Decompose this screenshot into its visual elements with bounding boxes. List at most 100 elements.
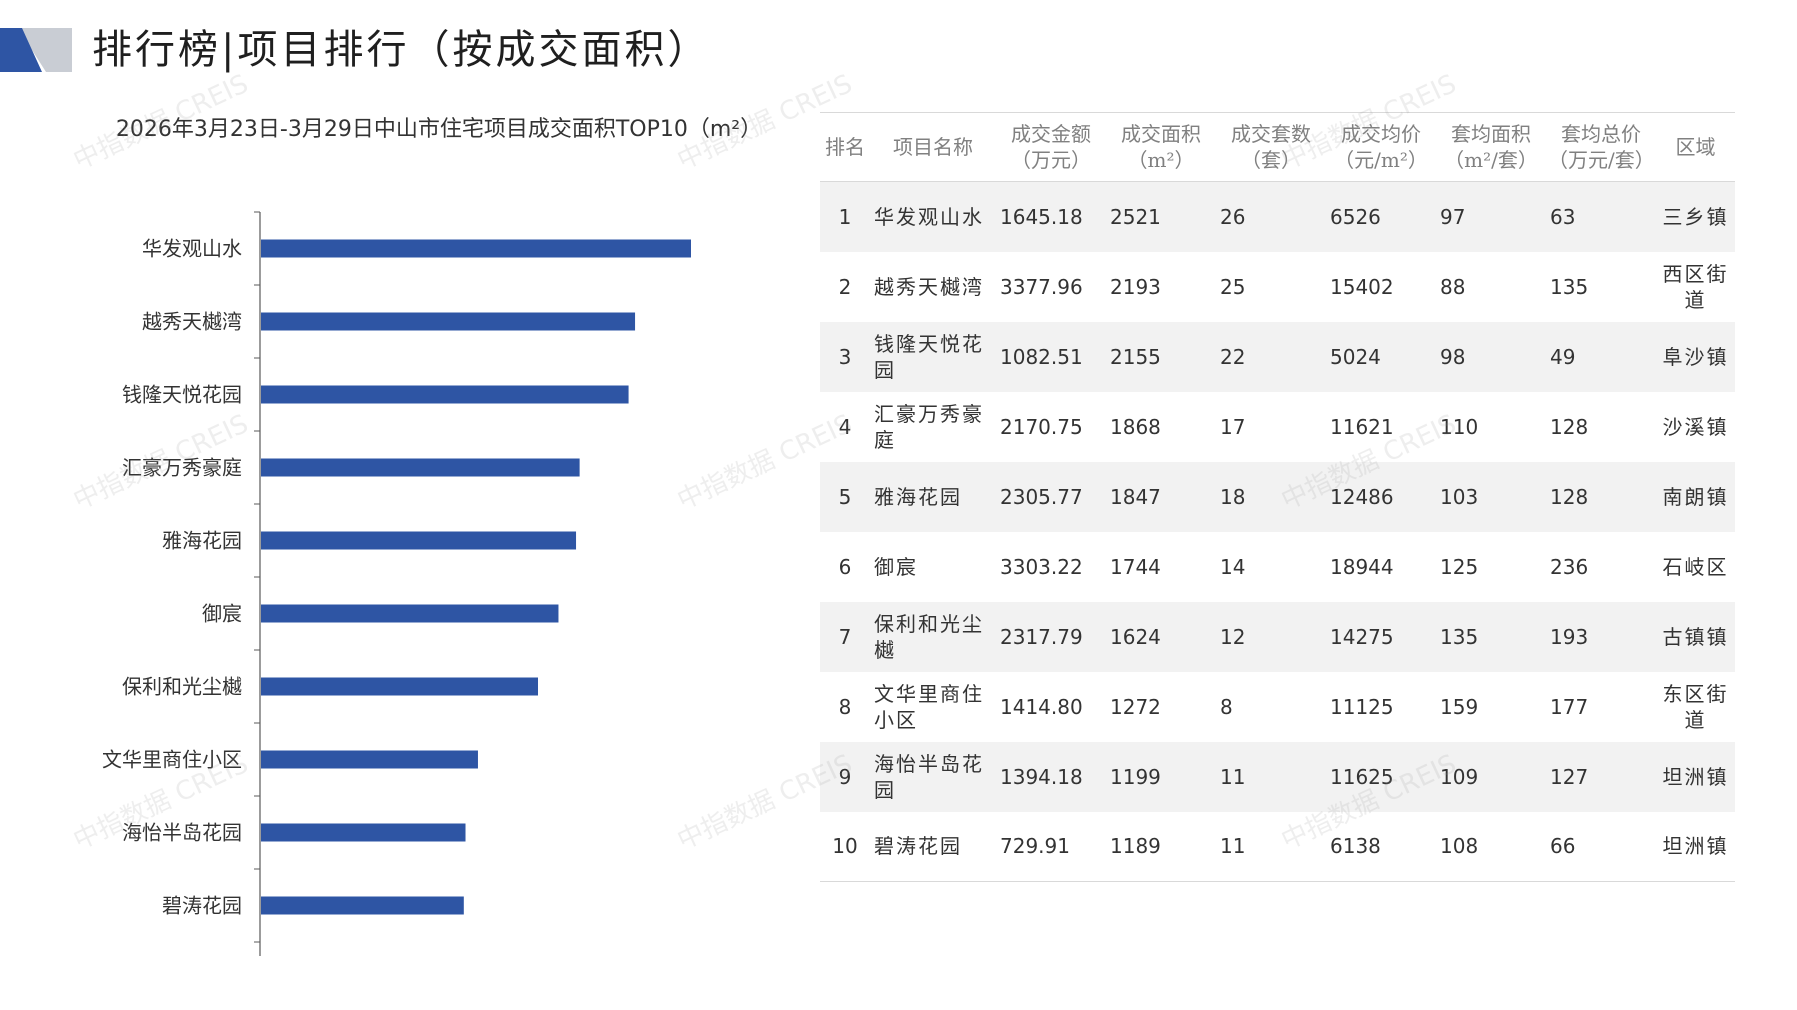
category-label: 钱隆天悦花园 xyxy=(122,383,242,407)
table-row: 10 碧涛花园 729.91 1189 11 6138 108 66 坦洲镇 xyxy=(820,812,1735,882)
units-cell: 11 xyxy=(1220,764,1246,789)
area-cell: 2155 xyxy=(1110,344,1161,369)
column-header: 成交金额 （万元） xyxy=(996,113,1106,182)
column-header: 区域 xyxy=(1656,113,1735,182)
bar-chart: 华发观山水越秀天樾湾钱隆天悦花园汇豪万秀豪庭雅海花园御宸保利和光尘樾文华里商住小… xyxy=(102,211,691,956)
column-header-label: 成交面积 xyxy=(1121,122,1201,146)
category-label: 保利和光尘樾 xyxy=(122,675,242,699)
rank-cell: 5 xyxy=(838,484,852,509)
category-label: 华发观山水 xyxy=(142,237,242,261)
avg-price-cell: 6138 xyxy=(1330,834,1381,859)
project-name-cell: 文华里商住小区 xyxy=(874,681,984,732)
logo-light-shape xyxy=(18,28,72,72)
rank-cell: 4 xyxy=(838,414,852,439)
axis-layer xyxy=(254,211,261,956)
avg-total-cell: 49 xyxy=(1550,344,1576,369)
column-header-unit: （m²/套） xyxy=(1444,148,1538,172)
column-header: 套均总价 （万元/套） xyxy=(1546,113,1656,182)
units-cell: 17 xyxy=(1220,414,1246,439)
column-header: 成交均价 （元/m²） xyxy=(1326,113,1436,182)
rank-cell: 6 xyxy=(838,554,852,579)
avg-total-cell: 63 xyxy=(1550,204,1576,229)
units-cell: 25 xyxy=(1220,274,1246,299)
avg-total-cell: 66 xyxy=(1550,834,1576,859)
avg-price-cell: 12486 xyxy=(1330,484,1394,509)
table-row: 4 汇豪万秀豪庭 2170.75 1868 17 11621 110 128 沙溪镇 xyxy=(820,392,1735,462)
avg-area-cell: 109 xyxy=(1440,764,1479,789)
project-name-cell: 雅海花园 xyxy=(874,484,962,509)
rank-cell: 1 xyxy=(838,204,852,229)
region-cell: 沙溪镇 xyxy=(1662,414,1729,439)
region-cell: 西区街道 xyxy=(1662,261,1729,312)
area-cell: 2521 xyxy=(1110,204,1161,229)
project-name-cell: 华发观山水 xyxy=(874,204,984,229)
units-cell: 26 xyxy=(1220,204,1246,229)
avg-total-cell: 236 xyxy=(1550,554,1589,579)
bar xyxy=(261,677,539,696)
column-header-label: 套均面积 xyxy=(1451,122,1531,146)
category-label: 汇豪万秀豪庭 xyxy=(122,456,242,480)
table-header-row: 排名 项目名称 成交金额 （万元） 成交面积 （m²） 成交套数 （套） 成交均价 （元/m²）套… xyxy=(820,112,1735,182)
avg-total-cell: 127 xyxy=(1550,764,1589,789)
ranking-table: 排名 项目名称 成交金额 （万元） 成交面积 （m²） 成交套数 （套） 成交均价 （元/m²）套… xyxy=(820,112,1735,882)
bar xyxy=(261,750,478,769)
table-row: 8 文华里商住小区 1414.80 1272 8 11125 159 177 东区街道 xyxy=(820,672,1735,742)
rank-cell: 2 xyxy=(838,274,852,299)
column-header-label: 项目名称 xyxy=(893,135,973,159)
avg-price-cell: 11125 xyxy=(1330,694,1394,719)
column-header: 排名 xyxy=(820,113,870,182)
project-name-cell: 保利和光尘樾 xyxy=(874,611,984,662)
avg-area-cell: 108 xyxy=(1440,834,1479,859)
table-row: 2 越秀天樾湾 3377.96 2193 25 15402 88 135 西区街道 xyxy=(820,252,1735,322)
column-header: 项目名称 xyxy=(870,113,996,182)
rank-cell: 10 xyxy=(832,834,858,859)
rank-cell: 7 xyxy=(838,624,852,649)
bar xyxy=(261,312,636,331)
amount-cell: 1394.18 xyxy=(1000,764,1083,789)
area-cell: 1624 xyxy=(1110,624,1161,649)
project-name-cell: 碧涛花园 xyxy=(874,834,962,859)
avg-total-cell: 128 xyxy=(1550,484,1589,509)
table-row: 9 海怡半岛花园 1394.18 1199 11 11625 109 127 坦洲镇 xyxy=(820,741,1735,812)
amount-cell: 3377.96 xyxy=(1000,274,1083,299)
area-cell: 1744 xyxy=(1110,554,1161,579)
category-label: 御宸 xyxy=(202,602,242,626)
category-label: 越秀天樾湾 xyxy=(142,310,242,334)
project-name-cell: 钱隆天悦花园 xyxy=(874,331,984,382)
units-cell: 8 xyxy=(1220,694,1233,719)
column-header: 成交面积 （m²） xyxy=(1106,113,1216,182)
column-header-label: 排名 xyxy=(825,135,865,159)
avg-price-cell: 18944 xyxy=(1330,554,1394,579)
column-header: 成交套数 （套） xyxy=(1216,113,1326,182)
table-row: 3 钱隆天悦花园 1082.51 2155 22 5024 98 49 阜沙镇 xyxy=(820,321,1735,392)
avg-total-cell: 128 xyxy=(1550,414,1589,439)
amount-cell: 3303.22 xyxy=(1000,554,1083,579)
amount-cell: 2170.75 xyxy=(1000,414,1083,439)
avg-area-cell: 135 xyxy=(1440,624,1479,649)
region-cell: 东区街道 xyxy=(1662,681,1729,732)
amount-cell: 2305.77 xyxy=(1000,484,1083,509)
units-cell: 18 xyxy=(1220,484,1246,509)
column-header: 套均面积 （m²/套） xyxy=(1436,113,1546,182)
avg-area-cell: 98 xyxy=(1440,344,1466,369)
avg-area-cell: 159 xyxy=(1440,694,1479,719)
column-header-unit: （万元） xyxy=(1011,148,1091,172)
bar xyxy=(261,385,629,404)
avg-price-cell: 14275 xyxy=(1330,624,1394,649)
column-header-label: 成交套数 xyxy=(1231,122,1311,146)
column-header-label: 套均总价 xyxy=(1561,122,1641,146)
category-label: 碧涛花园 xyxy=(162,894,242,918)
column-header-unit: （套） xyxy=(1241,148,1301,172)
project-name-cell: 海怡半岛花园 xyxy=(874,751,984,802)
avg-price-cell: 11625 xyxy=(1330,764,1394,789)
logo-dark-shape xyxy=(0,28,42,72)
avg-total-cell: 177 xyxy=(1550,694,1589,719)
bar xyxy=(261,458,580,477)
bar xyxy=(261,531,577,550)
table-row: 7 保利和光尘樾 2317.79 1624 12 14275 135 193 古镇镇 xyxy=(820,601,1735,672)
amount-cell: 1414.80 xyxy=(1000,694,1083,719)
column-header-label: 成交均价 xyxy=(1341,122,1421,146)
avg-area-cell: 110 xyxy=(1440,414,1479,439)
area-cell: 1868 xyxy=(1110,414,1161,439)
amount-cell: 1645.18 xyxy=(1000,204,1083,229)
